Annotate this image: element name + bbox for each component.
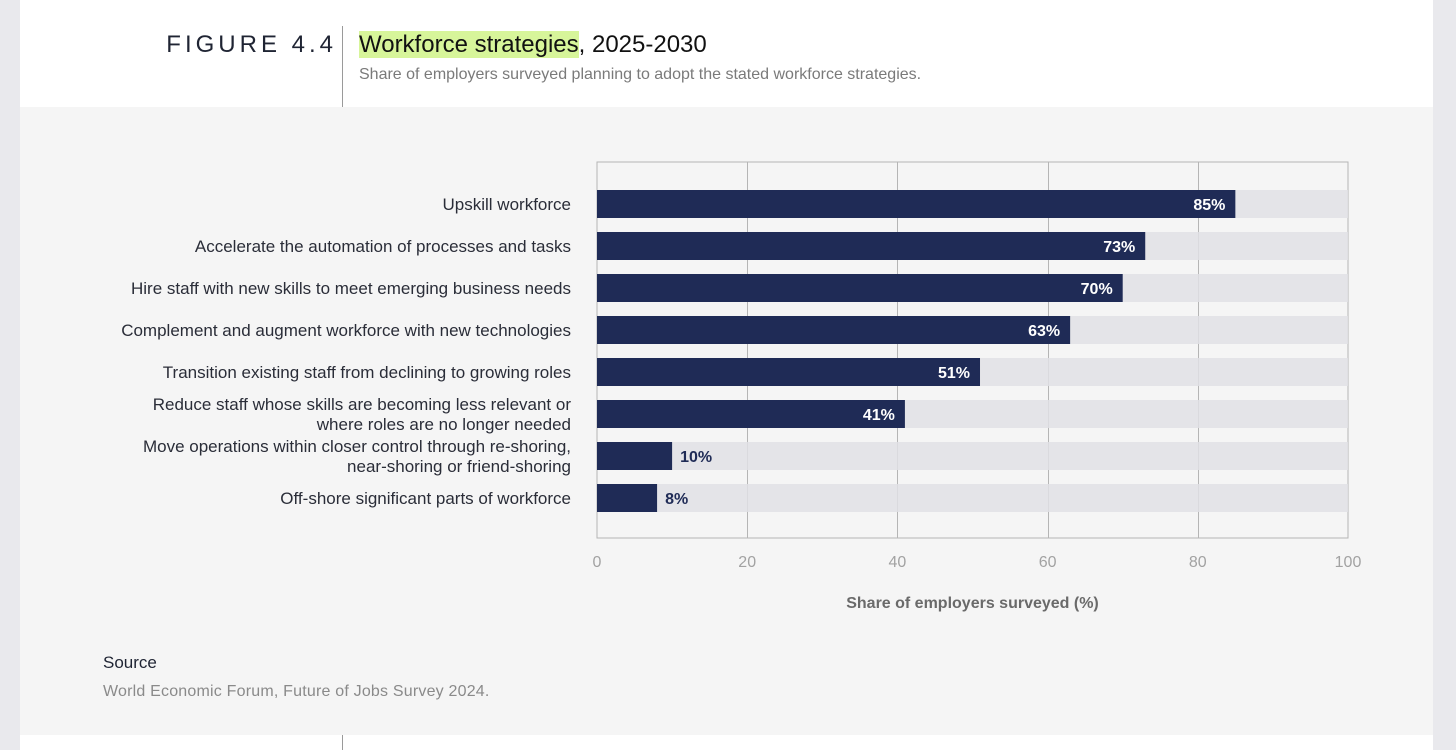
bar-2 bbox=[597, 274, 1123, 302]
category-label-5-line-0: Reduce staff whose skills are becoming l… bbox=[153, 395, 572, 414]
x-tick-label-20: 20 bbox=[738, 554, 756, 571]
category-label-1: Accelerate the automation of processes a… bbox=[195, 237, 571, 256]
data-label-3: 63% bbox=[1028, 323, 1060, 340]
source-text: World Economic Forum, Future of Jobs Sur… bbox=[103, 683, 490, 700]
category-label-7: Off-shore significant parts of workforce bbox=[280, 489, 571, 508]
x-axis-title: Share of employers surveyed (%) bbox=[846, 595, 1099, 612]
bar-5 bbox=[597, 400, 905, 428]
data-label-0: 85% bbox=[1193, 197, 1225, 214]
next-section-header bbox=[20, 735, 1433, 750]
category-label-2: Hire staff with new skills to meet emerg… bbox=[131, 279, 571, 298]
plot-frame bbox=[596, 161, 1349, 539]
category-label-6-line-0: Move operations within closer control th… bbox=[143, 437, 571, 456]
data-label-6: 10% bbox=[680, 449, 712, 466]
data-label-5: 41% bbox=[863, 407, 895, 424]
bar-3 bbox=[597, 316, 1071, 344]
data-label-2: 70% bbox=[1081, 281, 1113, 298]
data-label-4: 51% bbox=[938, 365, 970, 382]
x-tick-label-60: 60 bbox=[1039, 554, 1057, 571]
bar-track-7 bbox=[597, 484, 1348, 512]
x-tick-label-100: 100 bbox=[1335, 554, 1362, 571]
header-divider bbox=[342, 26, 343, 107]
category-label-3: Complement and augment workforce with ne… bbox=[121, 321, 571, 340]
data-label-7: 8% bbox=[665, 491, 688, 508]
bar-4 bbox=[597, 358, 981, 386]
bar-6 bbox=[597, 442, 673, 470]
x-tick-label-40: 40 bbox=[889, 554, 907, 571]
chart-panel: 85% Upskill workforce 73% Accelerate the au… bbox=[20, 107, 1433, 735]
bar-1 bbox=[597, 232, 1146, 260]
figure-title-highlight: Workforce strategies bbox=[359, 31, 579, 58]
footer-divider bbox=[342, 735, 343, 750]
category-label-0: Upskill workforce bbox=[443, 195, 571, 214]
bar-chart: 85% Upskill workforce 73% Accelerate the au… bbox=[121, 161, 1362, 612]
figure-title: Workforce strategies, 2025-2030 bbox=[359, 31, 707, 59]
source-label: Source bbox=[103, 653, 157, 672]
figure-subtitle: Share of employers surveyed planning to … bbox=[359, 66, 922, 83]
category-label-5-line-1: where roles are no longer needed bbox=[316, 415, 571, 434]
x-tick-label-0: 0 bbox=[593, 554, 602, 571]
category-label-6-line-1: near-shoring or friend-shoring bbox=[347, 457, 571, 476]
figure-title-years: , 2025-2030 bbox=[578, 31, 707, 58]
bar-0 bbox=[597, 190, 1236, 218]
figure-header: FIGURE 4.4 Workforce strategies, 2025-20… bbox=[20, 0, 1433, 107]
figure-card: FIGURE 4.4 Workforce strategies, 2025-20… bbox=[20, 0, 1433, 750]
category-label-4: Transition existing staff from declining… bbox=[163, 363, 571, 382]
data-label-1: 73% bbox=[1103, 239, 1135, 256]
x-tick-label-80: 80 bbox=[1189, 554, 1207, 571]
bar-track-6 bbox=[597, 442, 1348, 470]
figure-number: FIGURE 4.4 bbox=[166, 31, 337, 58]
bar-7 bbox=[597, 484, 658, 512]
